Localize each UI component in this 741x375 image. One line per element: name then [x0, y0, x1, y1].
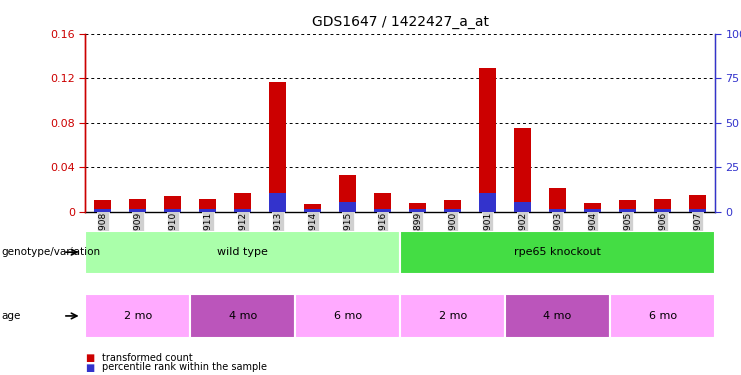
Text: GSM70909: GSM70909	[133, 212, 142, 261]
Bar	[269, 193, 287, 212]
Bar	[689, 209, 706, 212]
Text: 2 mo: 2 mo	[124, 311, 152, 321]
Text: 4 mo: 4 mo	[543, 311, 572, 321]
Text: GSM70907: GSM70907	[693, 212, 702, 261]
Text: GSM70899: GSM70899	[413, 212, 422, 261]
Text: GSM70914: GSM70914	[308, 212, 317, 261]
Bar	[549, 189, 566, 212]
Bar	[619, 209, 637, 212]
Text: GSM70910: GSM70910	[168, 212, 177, 261]
Text: GSM70900: GSM70900	[448, 212, 457, 261]
Text: GSM70904: GSM70904	[588, 212, 597, 261]
Bar	[304, 204, 322, 212]
Bar	[164, 209, 182, 212]
Bar	[129, 209, 147, 212]
Bar	[584, 203, 602, 212]
Bar	[400, 294, 505, 338]
Bar	[199, 209, 216, 212]
Bar	[479, 193, 496, 212]
Bar	[295, 294, 400, 338]
Bar	[304, 209, 322, 212]
Bar	[505, 294, 610, 338]
Bar	[409, 203, 426, 212]
Bar	[339, 175, 356, 212]
Bar	[479, 68, 496, 212]
Bar	[654, 198, 671, 212]
Bar	[514, 202, 531, 212]
Bar	[444, 209, 462, 212]
Text: GSM70908: GSM70908	[99, 212, 107, 261]
Text: GSM70906: GSM70906	[658, 212, 667, 261]
Text: GSM70915: GSM70915	[343, 212, 352, 261]
Text: rpe65 knockout: rpe65 knockout	[514, 247, 601, 257]
Text: percentile rank within the sample: percentile rank within the sample	[102, 363, 267, 372]
Bar	[654, 209, 671, 212]
Text: GSM70911: GSM70911	[203, 212, 212, 261]
Bar	[374, 209, 391, 212]
Bar	[234, 193, 251, 212]
Text: 6 mo: 6 mo	[648, 311, 677, 321]
Text: GSM70912: GSM70912	[238, 212, 247, 261]
Bar	[94, 209, 111, 212]
Bar	[164, 196, 182, 212]
Text: GSM70901: GSM70901	[483, 212, 492, 261]
Text: GSM70916: GSM70916	[378, 212, 387, 261]
Bar	[85, 294, 190, 338]
Text: GSM70905: GSM70905	[623, 212, 632, 261]
Text: age: age	[1, 311, 21, 321]
Text: GSM70903: GSM70903	[553, 212, 562, 261]
Bar	[374, 193, 391, 212]
Text: 2 mo: 2 mo	[439, 311, 467, 321]
Bar	[619, 200, 637, 212]
Bar	[610, 294, 715, 338]
Bar	[94, 200, 111, 212]
Bar	[339, 202, 356, 212]
Bar	[689, 195, 706, 212]
Title: GDS1647 / 1422427_a_at: GDS1647 / 1422427_a_at	[312, 15, 488, 28]
Text: GSM70913: GSM70913	[273, 212, 282, 261]
Bar	[584, 209, 602, 212]
Text: GSM70902: GSM70902	[518, 212, 527, 261]
Bar	[85, 231, 400, 274]
Bar	[444, 200, 462, 212]
Bar	[409, 209, 426, 212]
Text: ■: ■	[85, 353, 94, 363]
Bar	[129, 198, 147, 212]
Bar	[514, 128, 531, 212]
Bar	[269, 82, 287, 212]
Text: 6 mo: 6 mo	[333, 311, 362, 321]
Bar	[190, 294, 295, 338]
Text: 4 mo: 4 mo	[228, 311, 257, 321]
Bar	[549, 209, 566, 212]
Text: transformed count: transformed count	[102, 353, 192, 363]
Text: genotype/variation: genotype/variation	[1, 247, 101, 257]
Text: wild type: wild type	[217, 247, 268, 257]
Text: ■: ■	[85, 363, 94, 372]
Bar	[234, 209, 251, 212]
Bar	[199, 198, 216, 212]
Bar	[400, 231, 715, 274]
